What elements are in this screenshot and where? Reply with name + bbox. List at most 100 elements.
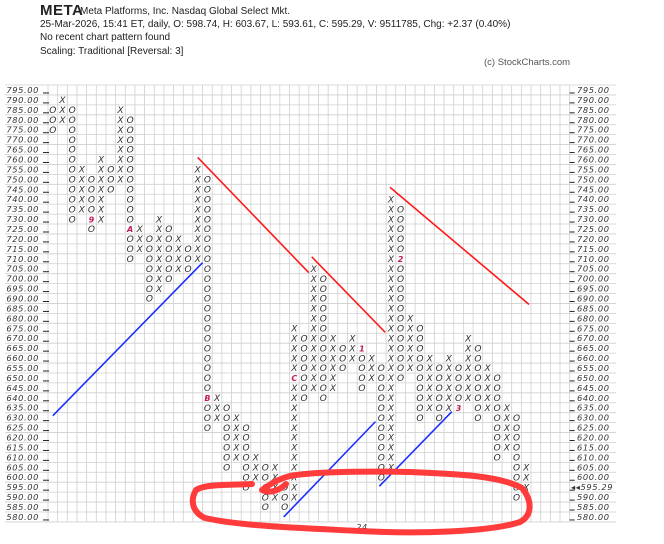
o-box: O xyxy=(223,414,230,424)
o-box: O xyxy=(378,364,385,374)
o-box: O xyxy=(204,265,211,275)
x-box: X xyxy=(194,185,202,195)
x-box: X xyxy=(368,374,376,384)
y-tick-label-right: 660.00 xyxy=(577,353,610,363)
o-box: O xyxy=(436,384,443,394)
o-box: O xyxy=(146,265,153,275)
o-box: O xyxy=(397,344,404,354)
o-box: O xyxy=(204,176,211,186)
x-box: X xyxy=(310,334,318,344)
y-tick-label-right: 600.00 xyxy=(577,472,610,482)
x-box: X xyxy=(194,235,202,245)
resistance-trend-line xyxy=(389,186,530,306)
y-tick-label-left: 775.00 xyxy=(6,125,39,135)
o-box: O xyxy=(185,265,192,275)
o-box: O xyxy=(397,205,404,215)
y-tick-label-right: 720.00 xyxy=(577,234,610,244)
y-tick-label-right: 710.00 xyxy=(577,254,610,264)
o-box: O xyxy=(397,364,404,374)
y-tick-label-left: 790.00 xyxy=(6,95,39,105)
o-box: O xyxy=(281,493,288,503)
x-box: X xyxy=(387,464,395,474)
y-tick-label-right: 730.00 xyxy=(577,214,610,224)
o-box: O xyxy=(69,195,76,205)
o-box: O xyxy=(127,116,134,126)
o-box: O xyxy=(69,185,76,195)
columns: OOOXXXOOOOOOOOOOOOXXXXXO9OOOOXXXXXXXOOOX… xyxy=(49,96,530,513)
o-box: O xyxy=(165,245,172,255)
x-box: X xyxy=(425,354,433,364)
x-box: X xyxy=(97,166,105,176)
month-marker: 9 xyxy=(89,215,95,224)
o-box: O xyxy=(339,354,346,364)
o-box: O xyxy=(242,464,249,474)
o-box: O xyxy=(339,344,346,354)
o-box: O xyxy=(127,146,134,156)
o-box: O xyxy=(378,444,385,454)
o-box: O xyxy=(416,354,423,364)
o-box: O xyxy=(69,116,76,126)
o-box: O xyxy=(358,374,365,384)
o-box: O xyxy=(127,126,134,136)
o-box: O xyxy=(358,384,365,394)
o-box: O xyxy=(494,454,501,464)
y-tick-label-right: 745.00 xyxy=(577,184,610,194)
x-box: X xyxy=(445,394,453,404)
y-tick-label-left: 640.00 xyxy=(6,393,39,403)
month-marker: B xyxy=(204,394,210,403)
y-tick-label-left: 725.00 xyxy=(6,224,39,234)
o-box: O xyxy=(513,424,520,434)
o-box: O xyxy=(146,285,153,295)
o-box: O xyxy=(474,394,481,404)
o-box: O xyxy=(378,404,385,414)
x-box: X xyxy=(406,354,414,364)
o-box: O xyxy=(416,384,423,394)
y-tick-label-left: 720.00 xyxy=(6,234,39,244)
o-box: O xyxy=(436,414,443,424)
x-column: XXX xyxy=(252,454,260,484)
y-tick-label-right: 785.00 xyxy=(577,105,610,115)
o-box: O xyxy=(474,374,481,384)
x-box: X xyxy=(155,225,163,235)
grid xyxy=(5,84,616,523)
y-tick-label-left: 600.00 xyxy=(6,472,39,482)
y-tick-label-right: 615.00 xyxy=(577,442,610,452)
y-tick-label-right: 685.00 xyxy=(577,303,610,313)
o-box: O xyxy=(242,454,249,464)
x-column: XXX xyxy=(348,334,356,364)
y-tick-label-left: 745.00 xyxy=(6,184,39,194)
o-box: O xyxy=(204,364,211,374)
o-box: O xyxy=(223,434,230,444)
y-tick-label-left: 630.00 xyxy=(6,413,39,423)
y-tick-label-left: 615.00 xyxy=(6,442,39,452)
o-box: O xyxy=(107,185,114,195)
x-box: X xyxy=(116,106,124,116)
x-box: X xyxy=(252,473,260,483)
o-box: O xyxy=(69,215,76,225)
o-box: O xyxy=(204,384,211,394)
o-box: O xyxy=(127,136,134,146)
x-box: X xyxy=(213,414,221,424)
x-box: X xyxy=(136,225,144,235)
y-tick-label-right: 680.00 xyxy=(577,313,610,323)
o-box: O xyxy=(513,434,520,444)
y-tick-label-right: 795.00 xyxy=(577,85,610,95)
x-box: X xyxy=(232,444,240,454)
x-box: X xyxy=(213,394,221,404)
x-box: X xyxy=(387,315,395,325)
y-tick-label-right: 635.00 xyxy=(577,403,610,413)
y-tick-label-right: 690.00 xyxy=(577,293,610,303)
o-box: O xyxy=(262,473,269,483)
x-box: X xyxy=(425,374,433,384)
x-box: X xyxy=(116,126,124,136)
